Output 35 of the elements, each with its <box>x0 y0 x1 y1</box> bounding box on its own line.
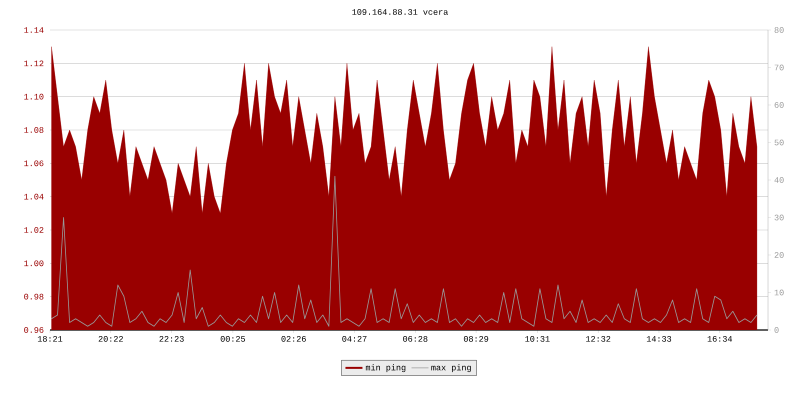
y2-tick-label: 60 <box>774 102 784 108</box>
x-tick-label: 22:23 <box>159 336 184 342</box>
x-tick-label: 12:32 <box>586 336 610 342</box>
legend-label: max ping <box>431 364 471 372</box>
legend-label: min ping <box>366 364 406 372</box>
y-tick-label: 1.10 <box>24 94 44 100</box>
y2-tick-label: 30 <box>774 214 784 220</box>
y-tick-label: 1.00 <box>24 260 44 266</box>
y-tick-label: 0.98 <box>24 294 44 300</box>
x-tick-label: 00:25 <box>220 336 246 342</box>
line-series <box>51 176 758 327</box>
y-tick-label: 1.12 <box>24 60 44 66</box>
x-tick-label: 04:27 <box>342 336 367 342</box>
y2-tick-label: 80 <box>774 27 784 33</box>
y2-tick-label: 20 <box>774 252 784 258</box>
y-tick-label: 1.14 <box>24 27 44 33</box>
y-tick-label: 0.96 <box>24 327 44 333</box>
x-tick-label: 18:21 <box>38 336 62 342</box>
x-tick-label: 20:22 <box>98 336 123 342</box>
y2-tick-label: 0 <box>774 327 779 333</box>
y-tick-label: 1.06 <box>24 160 44 166</box>
y-tick-label: 1.04 <box>24 194 44 200</box>
x-tick-label: 06:28 <box>403 336 428 342</box>
y-tick-label: 1.08 <box>24 127 44 133</box>
y-tick-label: 1.02 <box>24 227 44 233</box>
x-tick-label: 14:33 <box>646 336 672 342</box>
chart-title: 109.164.88.31 vcera <box>352 9 448 15</box>
x-tick-label: 10:31 <box>525 336 550 342</box>
x-tick-label: 02:26 <box>282 336 306 342</box>
y2-tick-label: 70 <box>774 64 784 70</box>
x-tick-label: 08:29 <box>464 336 488 342</box>
y2-tick-label: 40 <box>774 177 784 183</box>
y2-tick-label: 10 <box>774 290 784 296</box>
y2-tick-label: 50 <box>774 140 784 146</box>
x-tick-label: 16:34 <box>708 336 732 342</box>
